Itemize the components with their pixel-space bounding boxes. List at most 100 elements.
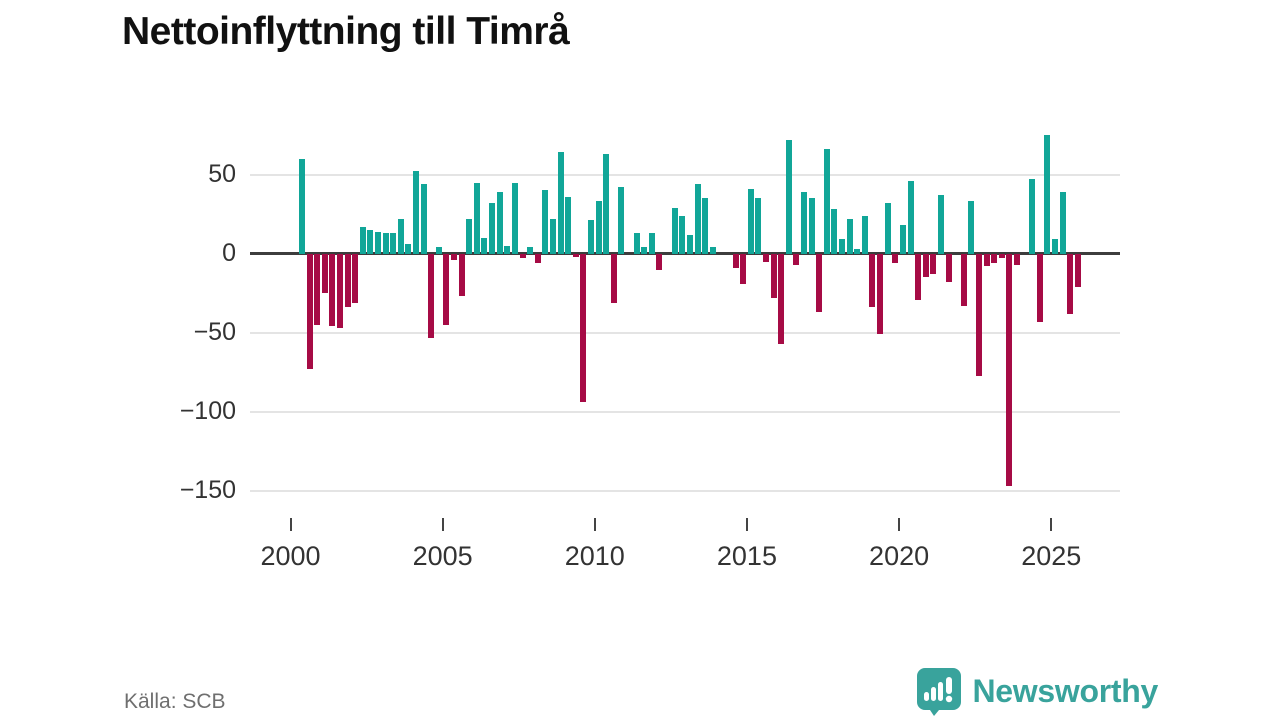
bar-2007-Q2 — [511, 182, 518, 254]
bar-2012-Q3 — [671, 207, 678, 254]
bar-2020-Q2 — [907, 180, 914, 254]
bar-2002-Q4 — [374, 231, 381, 254]
bar-2010-Q1 — [595, 201, 602, 254]
bar-2009-Q4 — [587, 220, 594, 254]
logo-bar-2 — [930, 687, 936, 701]
bar-2011-Q3 — [641, 247, 648, 254]
bar-2017-Q3 — [823, 149, 830, 254]
bar-2019-Q4 — [892, 253, 899, 264]
bar-2018-Q3 — [854, 248, 861, 254]
logo-exclamation-dot — [945, 695, 952, 703]
bar-2015-Q3 — [762, 253, 769, 262]
bar-2019-Q1 — [869, 253, 876, 308]
x-axis-label-2015: 2015 — [716, 541, 777, 571]
y-axis-label-0: 0 — [222, 238, 236, 267]
bar-2024-Q4 — [1044, 135, 1051, 254]
bar-2004-Q1 — [413, 171, 420, 254]
y-axis-label-50: 50 — [208, 159, 236, 188]
bar-2008-Q4 — [557, 152, 564, 254]
bar-2018-Q4 — [861, 215, 868, 254]
x-axis-label-2010: 2010 — [564, 541, 625, 571]
logo-bar-3 — [937, 682, 943, 701]
bar-2019-Q3 — [884, 203, 891, 254]
bar-2025-Q4 — [1074, 253, 1081, 287]
bar-2017-Q4 — [831, 209, 838, 254]
bar-2015-Q1 — [747, 188, 754, 254]
bar-2010-Q3 — [610, 253, 617, 303]
bar-2016-Q4 — [801, 192, 807, 254]
logo-bar-1 — [923, 692, 929, 701]
bar-2014-Q3 — [732, 253, 739, 268]
bar-2004-Q3 — [428, 253, 435, 338]
bar-2021-Q1 — [930, 253, 937, 275]
gridline--50 — [250, 331, 1120, 334]
x-tick-2010 — [593, 518, 596, 531]
bar-2007-Q4 — [527, 247, 534, 254]
bar-2022-Q3 — [975, 253, 982, 376]
bar-2022-Q4 — [983, 253, 990, 267]
bar-2013-Q3 — [702, 198, 709, 254]
bar-2023-Q4 — [1014, 253, 1021, 265]
x-tick-2000 — [289, 518, 292, 531]
bar-2006-Q1 — [473, 182, 480, 254]
newsworthy-logo-icon — [916, 668, 961, 716]
logo-exclamation-bar — [945, 677, 952, 694]
bar-2013-Q2 — [694, 184, 701, 254]
bar-2010-Q4 — [618, 187, 625, 254]
bar-2020-Q4 — [922, 253, 929, 278]
bar-2021-Q3 — [945, 253, 952, 283]
bar-2015-Q2 — [755, 198, 762, 254]
y-axis-label--50: −50 — [193, 317, 236, 346]
bar-2007-Q1 — [504, 245, 511, 254]
bar-2004-Q2 — [420, 184, 427, 254]
bar-2005-Q2 — [451, 253, 458, 260]
bar-2009-Q3 — [580, 253, 587, 403]
bar-2015-Q4 — [770, 253, 777, 298]
bar-2007-Q3 — [519, 253, 526, 259]
bar-2022-Q1 — [960, 253, 967, 306]
bar-2023-Q1 — [991, 253, 998, 264]
bar-2001-Q4 — [344, 253, 351, 308]
gridline--100 — [250, 410, 1120, 413]
y-axis-label--150: −150 — [179, 476, 236, 504]
x-axis-label-2020: 2020 — [869, 541, 930, 571]
gridline-50 — [250, 173, 1120, 176]
newsworthy-logo: Newsworthy — [915, 666, 1158, 716]
bar-2000-Q2 — [298, 158, 305, 254]
bar-2008-Q3 — [549, 218, 556, 254]
bar-2009-Q1 — [565, 196, 572, 254]
bar-2020-Q1 — [899, 225, 906, 254]
bar-2016-Q2 — [785, 139, 792, 254]
bar-2011-Q4 — [648, 233, 655, 254]
bar-2013-Q4 — [709, 247, 716, 254]
bar-2000-Q3 — [306, 253, 313, 370]
bar-2025-Q2 — [1059, 192, 1066, 254]
bar-2024-Q2 — [1029, 179, 1036, 254]
bar-2025-Q3 — [1067, 253, 1074, 314]
bar-2017-Q1 — [808, 198, 815, 254]
bar-2005-Q1 — [443, 253, 450, 325]
bar-2021-Q2 — [937, 195, 944, 254]
bar-2014-Q4 — [740, 253, 747, 284]
bar-2013-Q1 — [686, 234, 693, 254]
bar-2000-Q4 — [314, 253, 321, 325]
bar-2016-Q3 — [793, 253, 800, 265]
bar-2003-Q1 — [382, 233, 389, 254]
bar-2009-Q2 — [572, 253, 579, 257]
x-tick-2025 — [1050, 518, 1053, 531]
y-axis-label--100: −100 — [179, 396, 236, 425]
bar-2003-Q4 — [405, 244, 412, 254]
bar-2002-Q2 — [359, 226, 366, 254]
x-axis-label-2025: 2025 — [1021, 541, 1082, 571]
bar-2016-Q1 — [778, 253, 785, 344]
bar-2006-Q2 — [481, 237, 488, 254]
x-tick-2020 — [898, 518, 901, 531]
bar-2006-Q3 — [489, 203, 496, 254]
bar-2005-Q4 — [466, 218, 473, 254]
x-axis-label-2000: 2000 — [260, 541, 321, 571]
bar-2005-Q3 — [458, 253, 465, 297]
bar-2008-Q2 — [542, 190, 549, 254]
zero-line — [250, 252, 1120, 256]
